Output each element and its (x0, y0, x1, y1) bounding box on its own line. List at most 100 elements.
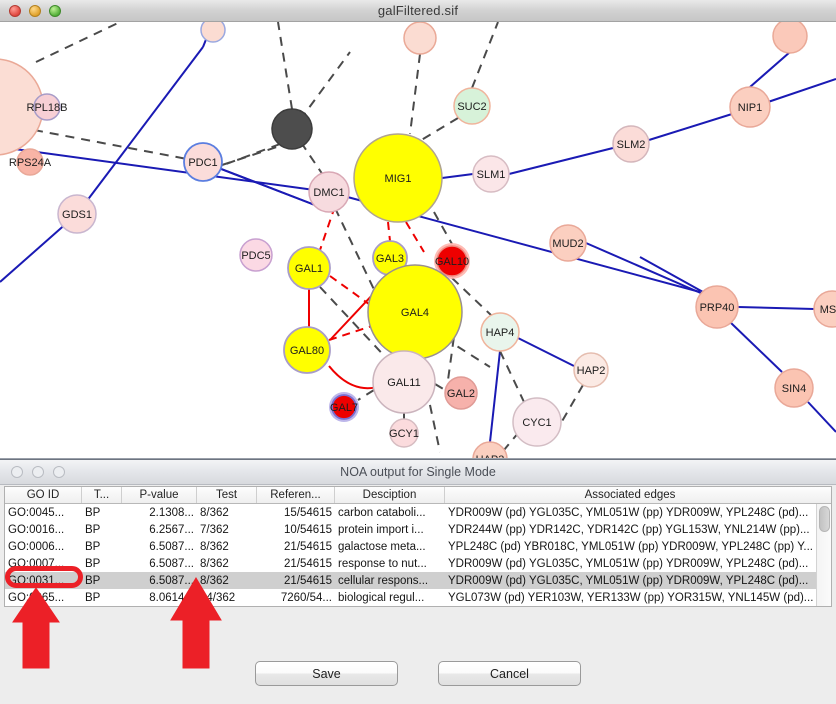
network-graph[interactable]: RPL18B RPS24A GDS1 PDC1 PDC5 DMC1 MIG1 S… (0, 22, 836, 459)
table-row[interactable]: GO:0007... BP 6.5087... 8/362 21/54615 respon… (5, 555, 816, 572)
node-rps24a[interactable] (16, 148, 44, 176)
cell-reference: 21/54615 (284, 574, 332, 587)
cell-description: response to nut... (338, 557, 427, 570)
node-prp40[interactable] (695, 285, 739, 329)
table-row[interactable]: GO:0045... BP 2.1308... 8/362 15/54615 carbon… (5, 504, 816, 521)
table-vertical-scrollbar[interactable] (816, 504, 831, 606)
cell-type: BP (85, 523, 101, 536)
label-nip1: NIP1 (738, 102, 762, 114)
cell-associated-edges: YGL073W (pd) YER103W, YER133W (pp) YOR31… (448, 591, 814, 604)
cell-go-id: GO:0031... (5, 606, 82, 607)
cell-p-value: 6.5087... (149, 540, 194, 553)
cell-reference: 7260/54... (280, 591, 332, 604)
node-gal1[interactable] (287, 246, 331, 290)
node-slm1[interactable] (472, 155, 510, 193)
cell-go-id: GO:0016... (8, 523, 65, 536)
minimize-light[interactable] (29, 4, 41, 17)
node-dmc1[interactable] (308, 171, 350, 213)
dialog-title: NOA output for Single Mode (340, 465, 496, 479)
cell-go-id: GO:0031... (8, 574, 65, 587)
node-suc2[interactable] (453, 87, 491, 125)
dialog-close-light[interactable] (11, 466, 23, 478)
node-hap3[interactable] (472, 441, 508, 459)
cancel-button[interactable]: Cancel (438, 661, 581, 686)
node-msl5[interactable] (813, 290, 836, 328)
node-mig1[interactable] (353, 133, 443, 223)
cell-type: BP (85, 540, 101, 553)
node-gds1[interactable] (57, 194, 97, 234)
table-row[interactable]: GO:0031... BP 6.5087... 8/362 21/54615 cellul… (5, 572, 816, 589)
scrollbar-thumb[interactable] (819, 506, 830, 532)
node-slm2[interactable] (612, 125, 650, 163)
save-button[interactable]: Save (255, 661, 398, 686)
cell-test: 8/362 (200, 557, 229, 570)
node-unlabeled-dark[interactable] (271, 108, 313, 150)
cell-type: BP (85, 574, 101, 587)
cell-associated-edges: YDR244W (pp) YDR142C, YDR142C (pp) YGL15… (448, 523, 810, 536)
node-hap4[interactable] (480, 312, 520, 352)
column-header-description[interactable]: Desciption (335, 487, 445, 503)
network-canvas[interactable]: RPL18B RPS24A GDS1 PDC1 PDC5 DMC1 MIG1 S… (0, 22, 836, 459)
column-header-reference[interactable]: Referen... (257, 487, 335, 503)
cell-associated-edges: YDR009W (pd) YGL035C, YML051W (pp) YDR00… (448, 574, 809, 587)
node-pdc5[interactable] (239, 238, 273, 272)
cell-reference: 21/54615 (284, 540, 332, 553)
column-header-associated-edges[interactable]: Associated edges (584, 489, 676, 501)
node-gal11[interactable] (372, 350, 436, 414)
cell-test: 11/362 (197, 606, 257, 607)
cell-go-id: GO:0065... (8, 591, 65, 604)
label-hap3: HAP3 (476, 454, 505, 459)
node-nip1[interactable] (729, 86, 771, 128)
cell-test: 8/362 (200, 574, 229, 587)
label-pdc5: PDC5 (241, 250, 270, 262)
label-prp40: PRP40 (700, 302, 735, 314)
cell-reference: 15/54615 (284, 506, 332, 519)
column-header-test[interactable]: Test (197, 487, 257, 503)
label-cyc1: CYC1 (522, 417, 551, 429)
node-rpl18b[interactable] (33, 93, 61, 121)
dialog-zoom-light[interactable] (53, 466, 65, 478)
table-row[interactable]: GO:0016... BP 6.2567... 7/362 10/54615 protei… (5, 521, 816, 538)
cell-p-value: 6.5087... (149, 557, 194, 570)
label-rpl18b: RPL18B (27, 102, 68, 114)
node-mud2[interactable] (549, 224, 587, 262)
label-pdc1: PDC1 (188, 157, 217, 169)
label-slm1: SLM1 (477, 169, 506, 181)
node-unlabeled-top[interactable] (403, 22, 437, 55)
table-row[interactable]: GO:0031...BP1.3324...11/362105/546...res… (5, 606, 816, 607)
dialog-minimize-light[interactable] (32, 466, 44, 478)
network-nodes[interactable] (0, 22, 836, 459)
cell-type: BP (85, 591, 101, 604)
label-dmc1: DMC1 (313, 187, 344, 199)
table-row[interactable]: GO:0006... BP 6.5087... 8/362 21/54615 galact… (5, 538, 816, 555)
network-node-labels: RPL18B RPS24A GDS1 PDC1 PDC5 DMC1 MIG1 S… (9, 101, 836, 459)
node-gal7[interactable] (331, 394, 357, 420)
label-suc2: SUC2 (457, 101, 486, 113)
node-pdc1[interactable] (183, 142, 223, 182)
noa-output-dialog: NOA output for Single Mode GO ID T... P-… (0, 459, 836, 704)
column-header-go-id[interactable]: GO ID (5, 487, 82, 503)
results-table[interactable]: GO ID T... P-value Test Referen... Desci… (4, 486, 832, 607)
node-sin4[interactable] (774, 368, 814, 408)
dialog-button-row: Save Cancel (0, 661, 836, 686)
column-header-type[interactable]: T... (82, 487, 122, 503)
label-gal3: GAL3 (376, 253, 404, 265)
node-gal2[interactable] (444, 376, 478, 410)
node-unlabeled-top2[interactable] (200, 22, 226, 43)
node-gcy1[interactable] (389, 418, 419, 448)
node-gal80[interactable] (283, 326, 331, 374)
table-body[interactable]: GO:0045... BP 2.1308... 8/362 15/54615 carbon… (5, 504, 816, 607)
node-gal10[interactable] (436, 245, 468, 277)
node-hap2[interactable] (573, 352, 609, 388)
cell-type: BP (82, 606, 122, 607)
node-cyc1[interactable] (512, 397, 562, 447)
cell-description: galactose meta... (338, 540, 426, 553)
close-light[interactable] (9, 4, 21, 17)
cell-test: 8/362 (200, 506, 229, 519)
cell-p-value: 2.1308... (149, 506, 194, 519)
column-header-p-value[interactable]: P-value (122, 487, 197, 503)
zoom-light[interactable] (49, 4, 61, 17)
table-row[interactable]: GO:0065... BP 8.0614... 94/362 7260/54... bio… (5, 589, 816, 606)
label-slm2: SLM2 (617, 139, 646, 151)
node-unlabeled-topright[interactable] (772, 22, 808, 54)
